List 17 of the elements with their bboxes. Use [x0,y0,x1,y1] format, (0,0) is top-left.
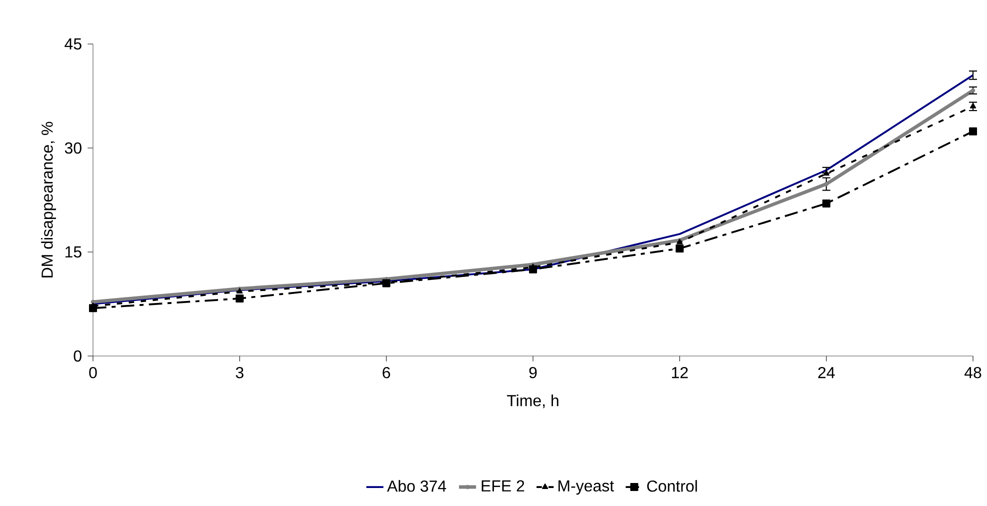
legend-label: M-yeast [558,480,614,495]
y-tick-label: 30 [64,142,82,154]
x-tick-label: 3 [236,366,244,378]
y-tick-label: 0 [74,350,82,362]
x-tick-label: 12 [672,366,688,378]
legend-label: Control [647,480,697,492]
x-tick-label: 0 [89,366,97,378]
x-tick-label: 24 [818,366,835,378]
y-tick-label: 45 [64,38,82,50]
y-axis-title: DM disappearance, % [41,122,56,278]
y-tick-label: 15 [65,246,82,258]
x-tick-label: 6 [382,366,390,378]
legend-label: Abo 374 [387,480,446,492]
x-tick-label: 48 [964,366,982,378]
x-axis-title: Time, h [506,394,558,408]
legend-label: EFE 2 [482,480,524,492]
x-tick-label: 9 [529,366,537,378]
